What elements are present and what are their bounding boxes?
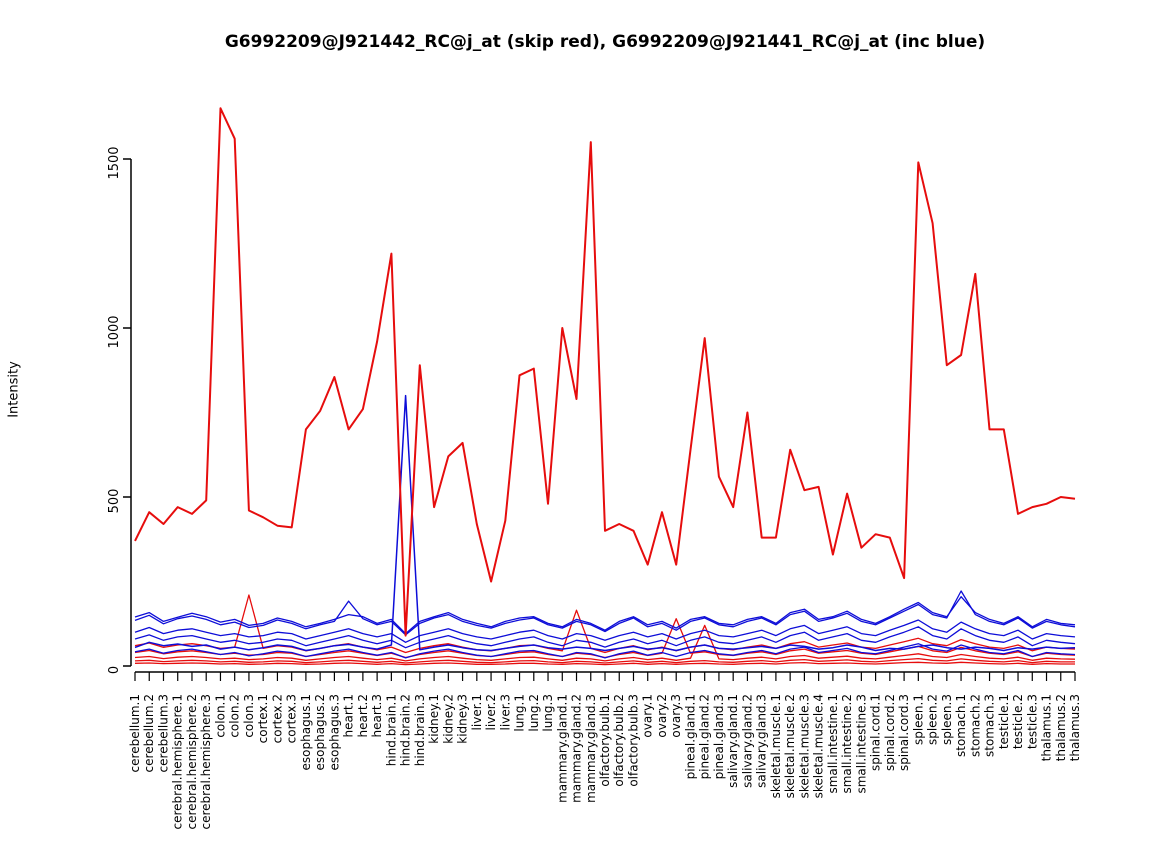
x-tick-label: thalamus.1 xyxy=(1040,694,1054,761)
x-tick-label: olfactory.bulb.2 xyxy=(612,694,626,787)
x-tick-label: pineal.gland.1 xyxy=(683,694,697,779)
series-line-skip-red-1-main xyxy=(134,107,1076,637)
series-line-inc-blue-1-spike xyxy=(134,394,1076,652)
x-tick-label: spinal.cord.3 xyxy=(897,694,911,771)
x-tick-label: testicle.3 xyxy=(1025,694,1039,749)
x-tick-label: cerebral.hemisphere.3 xyxy=(199,694,213,829)
x-tick-label: liver.2 xyxy=(484,694,498,730)
series-line-inc-blue-3 xyxy=(134,619,1076,643)
x-tick-label: spinal.cord.1 xyxy=(869,694,883,771)
x-tick-label: hind.brain.3 xyxy=(413,694,427,766)
chart-title: G6992209@J921442_RC@j_at (skip red), G69… xyxy=(224,32,986,52)
x-tick-label: esophagus.1 xyxy=(299,694,313,770)
x-tick-label: esophagus.2 xyxy=(313,694,327,770)
x-tick-label: pineal.gland.3 xyxy=(712,694,726,779)
x-tick-label: mammary.gland.1 xyxy=(555,694,569,803)
x-tick-label: skeletal.muscle.4 xyxy=(812,694,826,798)
x-tick-label: ovary.1 xyxy=(641,694,655,738)
x-tick-label: kidney.1 xyxy=(427,694,441,744)
x-tick-label: skeletal.muscle.1 xyxy=(769,694,783,798)
x-tick-label: hind.brain.1 xyxy=(384,694,398,766)
series-line-skip-red-5 xyxy=(134,657,1075,664)
x-tick-label: cerebellum.2 xyxy=(142,694,156,772)
y-tick-label: 1000 xyxy=(107,315,122,348)
series-line-skip-red-2 xyxy=(134,594,1076,654)
x-tick-label: small.intestine.3 xyxy=(854,694,868,794)
x-tick-label: stomach.3 xyxy=(983,694,997,757)
series-line-inc-blue-4 xyxy=(134,626,1076,649)
x-tick-label: kidney.3 xyxy=(456,694,470,744)
x-tick-label: thalamus.2 xyxy=(1054,694,1068,761)
x-tick-label: spleen.2 xyxy=(926,694,940,745)
x-tick-label: salivary.gland.3 xyxy=(755,694,769,788)
x-tick-label: mammary.gland.2 xyxy=(570,694,584,803)
x-tick-label: lung.1 xyxy=(513,694,527,732)
series-line-inc-blue-6 xyxy=(134,596,1076,635)
x-tick-label: salivary.gland.2 xyxy=(740,694,754,788)
x-tick-label: lung.2 xyxy=(527,694,541,732)
x-tick-label: esophagus.3 xyxy=(327,694,341,770)
x-tick-label: liver.1 xyxy=(470,694,484,730)
x-tick-label: liver.3 xyxy=(498,694,512,730)
x-tick-label: heart.2 xyxy=(356,694,370,737)
x-tick-label: small.intestine.1 xyxy=(826,694,840,794)
x-tick-label: cerebellum.3 xyxy=(156,694,170,772)
x-tick-label: small.intestine.2 xyxy=(840,694,854,794)
x-tick-label: cortex.2 xyxy=(270,694,284,743)
series-line-inc-blue-2 xyxy=(134,590,1076,636)
x-tick-label: heart.3 xyxy=(370,694,384,737)
x-tick-label: stomach.1 xyxy=(954,694,968,757)
x-tick-label: salivary.gland.1 xyxy=(726,694,740,788)
x-tick-label: colon.2 xyxy=(228,694,242,738)
x-tick-label: thalamus.3 xyxy=(1068,694,1082,761)
x-tick-label: skeletal.muscle.3 xyxy=(797,694,811,798)
x-tick-label: cortex.3 xyxy=(285,694,299,743)
x-tick-label: ovary.2 xyxy=(655,694,669,738)
x-tick-label: colon.3 xyxy=(242,694,256,738)
x-tick-label: cerebellum.1 xyxy=(128,694,142,772)
y-tick-label: 500 xyxy=(107,489,122,514)
x-tick-label: stomach.2 xyxy=(968,694,982,757)
x-tick-label: cortex.1 xyxy=(256,694,270,743)
series-line-skip-red-4 xyxy=(134,624,1076,662)
x-tick-label: cerebral.hemisphere.2 xyxy=(185,694,199,829)
x-tick-label: olfactory.bulb.3 xyxy=(626,694,640,787)
x-tick-label: testicle.2 xyxy=(1011,694,1025,749)
x-tick-label: pineal.gland.2 xyxy=(698,694,712,779)
x-tick-label: kidney.2 xyxy=(441,694,455,744)
x-tick-label: heart.1 xyxy=(342,694,356,737)
x-tick-label: spinal.cord.2 xyxy=(883,694,897,771)
x-tick-label: skeletal.muscle.2 xyxy=(783,694,797,798)
x-tick-label: mammary.gland.3 xyxy=(584,694,598,803)
x-tick-label: spleen.1 xyxy=(911,694,925,745)
x-tick-label: spleen.3 xyxy=(940,694,954,745)
x-tick-label: lung.3 xyxy=(541,694,555,732)
x-tick-label: cerebral.hemisphere.1 xyxy=(171,694,185,829)
y-tick-label: 0 xyxy=(107,666,122,674)
x-tick-label: olfactory.bulb.1 xyxy=(598,694,612,787)
x-tick-label: ovary.3 xyxy=(669,694,683,738)
y-tick-label: 1500 xyxy=(107,146,122,179)
x-tick-label: hind.brain.2 xyxy=(399,694,413,766)
x-tick-label: testicle.1 xyxy=(997,694,1011,749)
x-tick-label: colon.1 xyxy=(213,694,227,738)
series-line-inc-blue-5 xyxy=(134,643,1076,659)
series-line-skip-red-6 xyxy=(134,661,1075,666)
